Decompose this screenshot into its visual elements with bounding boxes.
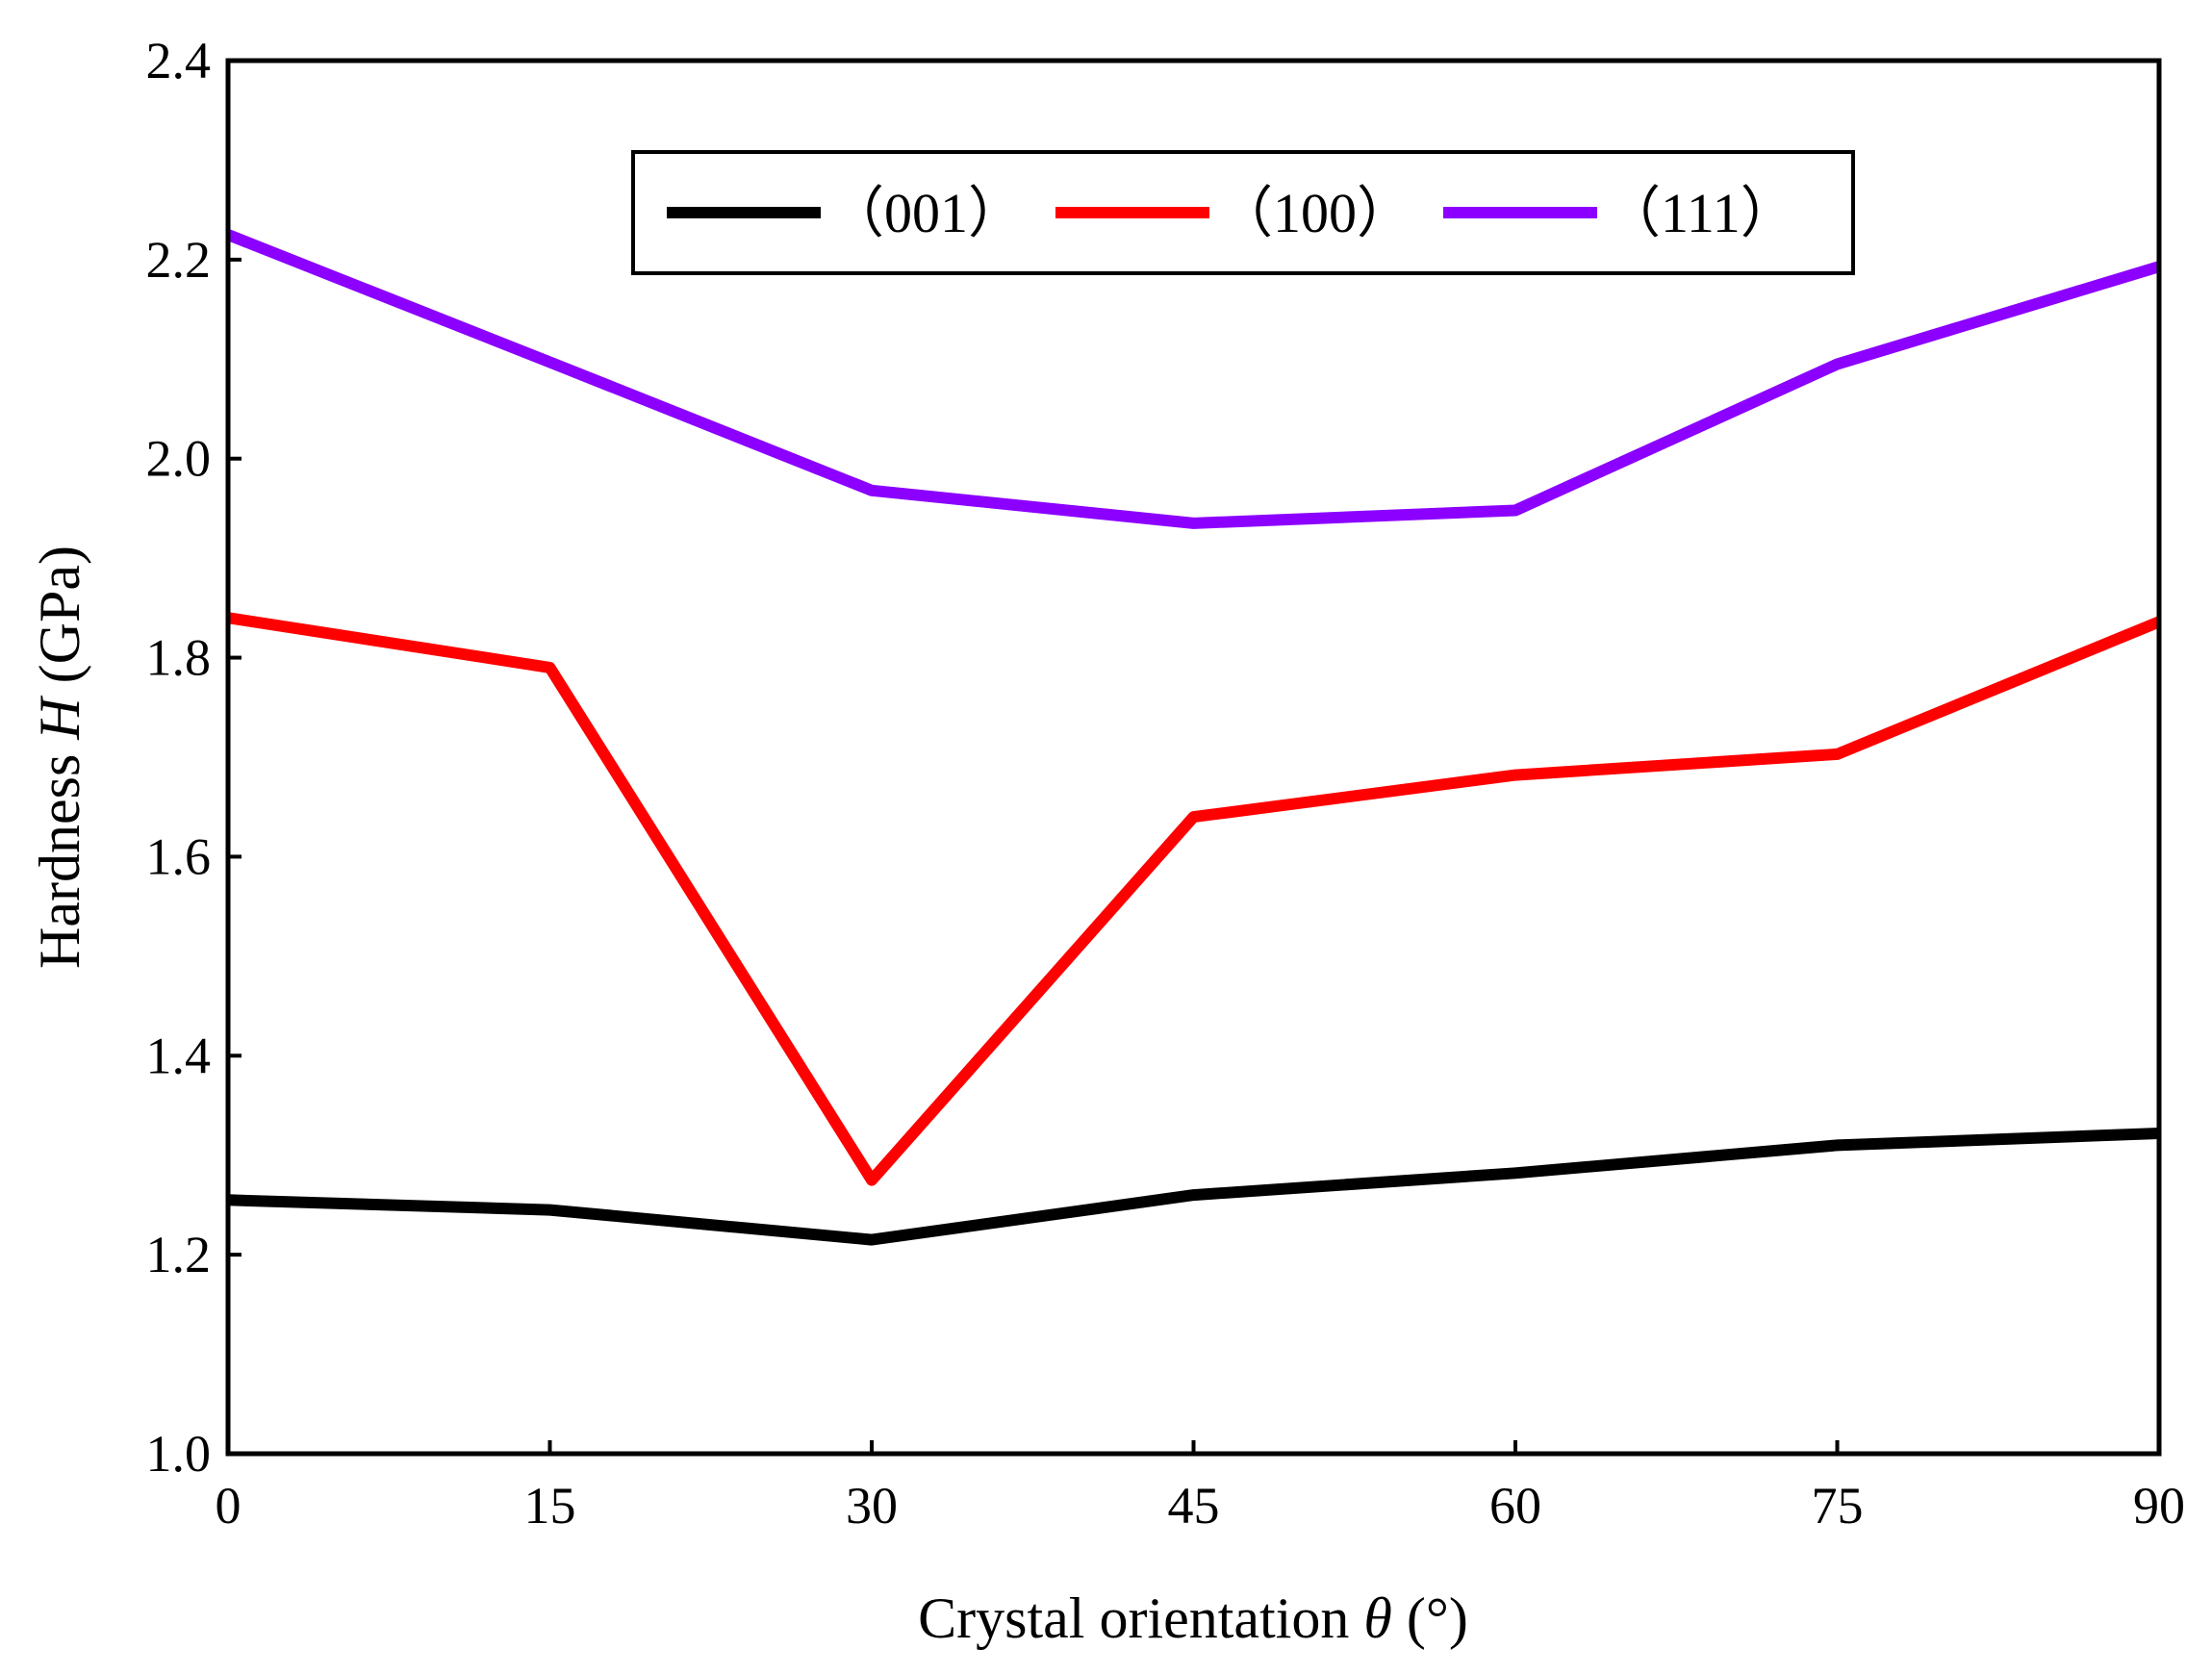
legend-label-001: （001） — [828, 182, 1024, 244]
x-tick-label: 45 — [1168, 1477, 1220, 1535]
x-tick-label: 30 — [846, 1477, 898, 1535]
y-tick-label: 1.2 — [146, 1226, 212, 1283]
series-line-111 — [225, 229, 2161, 529]
legend-label-100: （100） — [1217, 182, 1412, 244]
x-axis-ticks: 0 15 30 45 60 75 90 — [216, 1440, 2185, 1535]
y-tick-label: 1.6 — [146, 827, 212, 885]
x-axis-label-suffix: (°) — [1392, 1586, 1468, 1650]
y-axis-ticks: 1.0 1.2 1.4 1.6 1.8 2.0 2.2 2.4 — [146, 32, 242, 1483]
y-tick-label: 2.0 — [146, 430, 212, 488]
y-tick-label: 1.0 — [146, 1425, 212, 1483]
x-axis-label-symbol: θ — [1363, 1586, 1391, 1650]
x-tick-label: 60 — [1489, 1477, 1541, 1535]
y-axis-label-prefix: Hardness — [28, 740, 91, 969]
y-tick-label: 1.8 — [146, 629, 212, 687]
y-tick-label: 2.2 — [146, 231, 212, 289]
y-axis-label-symbol: H — [28, 695, 91, 741]
series-line-100 — [227, 612, 2162, 1186]
x-tick-label: 15 — [524, 1477, 576, 1535]
y-axis-label-suffix: (GPa) — [28, 546, 91, 698]
x-axis-label: Crystal orientation θ (°) — [918, 1586, 1468, 1650]
legend-box — [631, 150, 1855, 275]
x-tick-label: 90 — [2133, 1477, 2185, 1535]
y-axis-label: Hardness H (GPa) — [28, 546, 91, 969]
series-layer — [225, 229, 2162, 1246]
legend: （001） （100） （111） — [631, 150, 1855, 275]
y-tick-label: 1.4 — [146, 1027, 212, 1084]
series-line-001 — [227, 1128, 2160, 1246]
x-tick-label: 0 — [216, 1477, 242, 1535]
legend-label-111: （111） — [1605, 182, 1796, 244]
x-axis-label-prefix: Crystal orientation — [918, 1586, 1363, 1650]
x-tick-label: 75 — [1812, 1477, 1864, 1535]
y-tick-label: 2.4 — [146, 32, 212, 89]
